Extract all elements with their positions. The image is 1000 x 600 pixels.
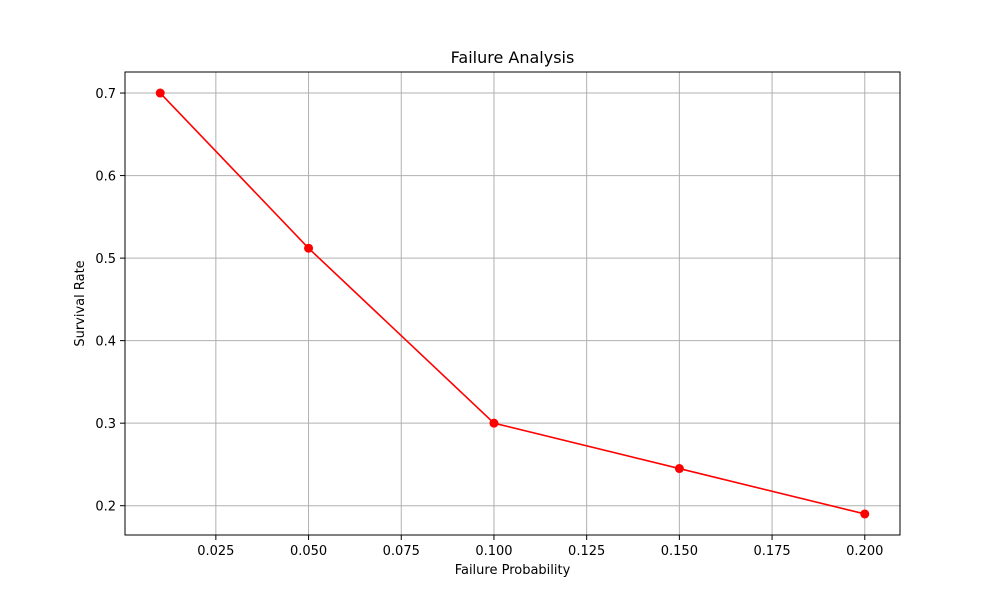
data-point	[155, 88, 165, 98]
x-tick-label: 0.200	[846, 544, 883, 559]
x-tick-label: 0.050	[290, 544, 327, 559]
y-tick-label: 0.7	[95, 87, 116, 102]
x-axis-title: Failure Probability	[455, 563, 571, 578]
data-point	[489, 418, 499, 428]
y-tick-label: 0.4	[95, 335, 116, 350]
x-tick-label: 0.175	[753, 544, 790, 559]
x-tick-label: 0.150	[661, 544, 698, 559]
x-axis: 0.025 0.050 0.075 0.100 0.125 0.150 0.175 0.200	[197, 535, 883, 559]
y-tick-label: 0.3	[95, 417, 116, 432]
data-point	[674, 464, 684, 474]
y-tick-label: 0.2	[95, 500, 116, 515]
grid	[125, 72, 900, 535]
x-tick-label: 0.125	[568, 544, 605, 559]
y-tick-label: 0.5	[95, 252, 116, 267]
x-tick-label: 0.075	[383, 544, 420, 559]
y-axis-title: Survival Rate	[73, 260, 88, 346]
plot-frame	[124, 71, 901, 536]
y-axis: 0.2 0.3 0.4 0.5 0.6 0.7	[95, 87, 125, 515]
series-layer	[155, 88, 870, 519]
y-tick-label: 0.6	[95, 170, 116, 185]
data-point	[304, 243, 314, 253]
x-tick-label: 0.025	[197, 544, 234, 559]
chart-title: Failure Analysis	[451, 48, 575, 67]
data-point	[860, 509, 870, 519]
x-tick-label: 0.100	[475, 544, 512, 559]
